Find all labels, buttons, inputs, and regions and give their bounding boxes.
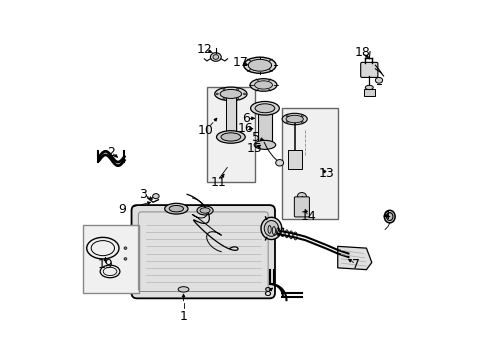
FancyBboxPatch shape (294, 197, 309, 217)
Ellipse shape (261, 217, 281, 239)
Text: 4: 4 (382, 210, 389, 222)
Ellipse shape (282, 113, 306, 125)
Text: 6: 6 (242, 112, 250, 125)
Text: 7: 7 (352, 258, 360, 271)
FancyBboxPatch shape (131, 205, 274, 298)
Ellipse shape (124, 258, 126, 260)
Ellipse shape (221, 133, 240, 141)
Ellipse shape (285, 115, 303, 123)
Ellipse shape (210, 53, 221, 61)
Ellipse shape (285, 115, 287, 117)
Ellipse shape (169, 206, 183, 212)
Bar (258, 108, 271, 144)
Ellipse shape (365, 85, 372, 90)
FancyBboxPatch shape (360, 62, 377, 77)
Text: 5: 5 (252, 131, 260, 144)
Ellipse shape (212, 55, 218, 59)
Polygon shape (337, 246, 371, 270)
Text: 17: 17 (232, 56, 247, 69)
Bar (282, 108, 337, 220)
Text: 8: 8 (262, 287, 270, 300)
Ellipse shape (249, 79, 276, 91)
Text: 10: 10 (198, 124, 213, 137)
Ellipse shape (285, 121, 287, 123)
Ellipse shape (164, 203, 187, 214)
Ellipse shape (301, 121, 303, 123)
Ellipse shape (301, 115, 303, 117)
Text: 14: 14 (300, 210, 316, 223)
Ellipse shape (152, 194, 159, 199)
Ellipse shape (275, 159, 283, 166)
Ellipse shape (223, 98, 224, 99)
Text: 13: 13 (318, 167, 333, 180)
Bar (206, 87, 255, 182)
Ellipse shape (216, 93, 218, 95)
Ellipse shape (248, 59, 271, 71)
Ellipse shape (220, 89, 241, 98)
Ellipse shape (250, 102, 279, 115)
Ellipse shape (375, 77, 382, 83)
Text: 1: 1 (179, 310, 187, 324)
Ellipse shape (243, 93, 245, 95)
Ellipse shape (264, 221, 278, 236)
Ellipse shape (384, 210, 394, 223)
Ellipse shape (255, 104, 274, 113)
Ellipse shape (200, 208, 210, 213)
Ellipse shape (244, 57, 276, 73)
Ellipse shape (223, 88, 224, 90)
Text: 11: 11 (210, 176, 226, 189)
Ellipse shape (254, 140, 275, 149)
Text: 2: 2 (106, 145, 115, 158)
Ellipse shape (386, 213, 392, 221)
Bar (83, 225, 139, 293)
Text: 19: 19 (97, 258, 113, 271)
Ellipse shape (214, 87, 246, 101)
Text: 12: 12 (196, 42, 212, 55)
Text: 3: 3 (139, 188, 147, 201)
Text: 16: 16 (237, 122, 253, 135)
Ellipse shape (124, 247, 126, 249)
Text: 18: 18 (353, 46, 369, 59)
Bar (225, 94, 235, 137)
Ellipse shape (197, 206, 213, 215)
Text: 15: 15 (246, 142, 262, 155)
Ellipse shape (216, 131, 244, 143)
Ellipse shape (297, 193, 306, 200)
Ellipse shape (254, 81, 272, 89)
Bar (287, 149, 301, 169)
Ellipse shape (236, 98, 238, 99)
Ellipse shape (236, 88, 238, 90)
Ellipse shape (178, 287, 188, 292)
Bar (363, 89, 374, 96)
Text: 9: 9 (118, 203, 125, 216)
